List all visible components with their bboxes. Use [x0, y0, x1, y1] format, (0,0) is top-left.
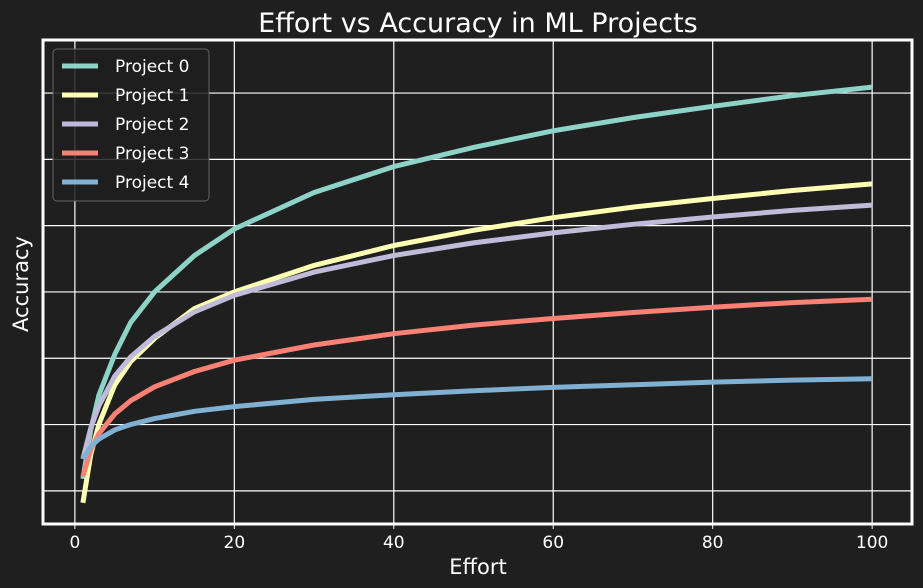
- x-tick-label: 20: [224, 533, 246, 553]
- series-line-0: [80, 84, 873, 480]
- x-tick-label: 60: [542, 533, 564, 553]
- x-tick-label: 80: [702, 533, 724, 553]
- legend-label: Project 4: [115, 173, 189, 193]
- legend-label: Project 0: [115, 57, 189, 77]
- grid: [43, 40, 912, 524]
- x-axis-label: Effort: [449, 555, 506, 579]
- series-line-3: [80, 296, 873, 478]
- legend-label: Project 3: [115, 144, 189, 164]
- series-line-4: [80, 376, 873, 461]
- y-axis-label: Accuracy: [9, 236, 33, 332]
- series-line-1: [80, 181, 873, 504]
- series-lines: [80, 84, 873, 504]
- legend-label: Project 1: [115, 86, 189, 106]
- x-tick-label: 40: [383, 533, 405, 553]
- series-line-2: [80, 202, 873, 460]
- legend-label: Project 2: [115, 115, 189, 135]
- x-tick-label: 100: [856, 533, 888, 553]
- x-tick-labels: 0 20 40 60 80 100: [69, 524, 888, 553]
- x-tick-label: 0: [69, 533, 80, 553]
- legend: Project 0 Project 1 Project 2 Project 3 Proj…: [52, 48, 210, 202]
- plot-frame: [41, 38, 914, 526]
- chart-title: Effort vs Accuracy in ML Projects: [258, 8, 698, 39]
- legend-box: [52, 48, 210, 202]
